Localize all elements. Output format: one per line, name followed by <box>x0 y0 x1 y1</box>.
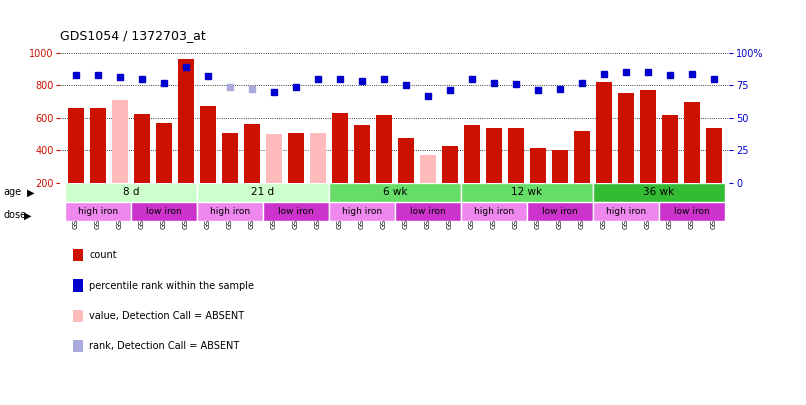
Text: low iron: low iron <box>674 207 710 216</box>
Bar <box>530 148 546 183</box>
Text: GDS1054 / 1372703_at: GDS1054 / 1372703_at <box>60 30 206 43</box>
Bar <box>640 90 656 183</box>
Bar <box>90 108 106 183</box>
Bar <box>486 128 501 183</box>
Bar <box>64 202 131 221</box>
Text: high iron: high iron <box>606 207 646 216</box>
Text: low iron: low iron <box>410 207 446 216</box>
Bar <box>376 115 392 183</box>
Bar <box>659 202 725 221</box>
Bar <box>509 128 524 183</box>
Bar <box>461 202 527 221</box>
Bar <box>289 133 304 183</box>
Text: 6 wk: 6 wk <box>383 188 407 198</box>
Bar <box>684 102 700 183</box>
Text: count: count <box>89 250 117 260</box>
Bar <box>527 202 593 221</box>
Bar <box>593 202 659 221</box>
Bar <box>310 132 326 183</box>
Bar <box>464 125 480 183</box>
Text: high iron: high iron <box>342 207 382 216</box>
Text: low iron: low iron <box>146 207 181 216</box>
Bar <box>197 202 263 221</box>
Bar <box>618 94 634 183</box>
Text: ▶: ▶ <box>27 188 34 197</box>
Bar <box>134 114 150 183</box>
Text: low iron: low iron <box>278 207 314 216</box>
Bar <box>156 123 172 183</box>
Bar <box>442 146 458 183</box>
Bar <box>332 113 347 183</box>
Text: ▶: ▶ <box>24 211 31 220</box>
Bar <box>263 202 329 221</box>
Text: 21 d: 21 d <box>251 188 275 198</box>
Bar <box>420 156 436 183</box>
Text: percentile rank within the sample: percentile rank within the sample <box>89 281 255 290</box>
Bar <box>395 202 461 221</box>
Text: 8 d: 8 d <box>123 188 139 198</box>
Text: rank, Detection Call = ABSENT: rank, Detection Call = ABSENT <box>89 341 239 351</box>
Bar <box>112 100 127 183</box>
Bar <box>663 115 678 183</box>
Text: high iron: high iron <box>474 207 514 216</box>
Bar <box>329 202 395 221</box>
Bar <box>596 82 612 183</box>
Bar <box>461 183 593 202</box>
Bar <box>244 124 260 183</box>
Text: 36 wk: 36 wk <box>643 188 675 198</box>
Bar <box>354 125 370 183</box>
Bar <box>706 128 721 183</box>
Text: dose: dose <box>3 211 27 220</box>
Bar <box>266 134 281 183</box>
Text: 12 wk: 12 wk <box>512 188 542 198</box>
Bar <box>329 183 461 202</box>
Text: age: age <box>3 188 21 197</box>
Text: value, Detection Call = ABSENT: value, Detection Call = ABSENT <box>89 311 244 321</box>
Text: low iron: low iron <box>542 207 578 216</box>
Bar <box>64 183 197 202</box>
Bar <box>593 183 725 202</box>
Text: high iron: high iron <box>210 207 250 216</box>
Text: high iron: high iron <box>78 207 118 216</box>
Bar <box>200 107 215 183</box>
Bar <box>222 132 238 183</box>
Bar <box>69 108 84 183</box>
Bar <box>575 131 590 183</box>
Bar <box>398 138 413 183</box>
Bar <box>197 183 329 202</box>
Bar <box>552 150 567 183</box>
Bar <box>178 59 193 183</box>
Bar <box>131 202 197 221</box>
